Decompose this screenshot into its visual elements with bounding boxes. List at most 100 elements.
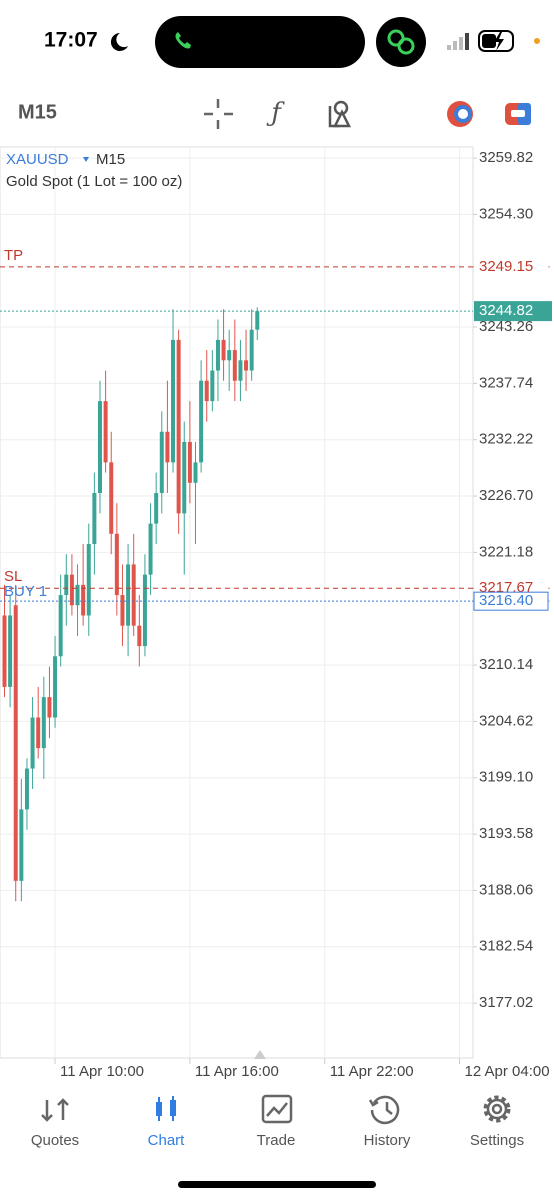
y-tick-label: 3237.74 [479, 374, 533, 391]
candle-body [210, 370, 215, 402]
candle-body [69, 574, 74, 606]
level-label-box [474, 257, 548, 276]
settings-icon [483, 1095, 511, 1123]
candle-body [13, 605, 18, 881]
crosshair-icon[interactable] [204, 99, 233, 129]
y-tick-label: 3259.82 [479, 149, 533, 166]
x-tick-label: 11 Apr 22:00 [330, 1063, 414, 1080]
candle-body [165, 431, 170, 463]
candle-body [154, 492, 159, 524]
candle-body [86, 544, 91, 616]
candle-body [19, 809, 24, 881]
trade-icon [261, 1094, 293, 1124]
y-tick-label: 3204.62 [479, 712, 533, 729]
candle-body [238, 360, 243, 381]
home-indicator [178, 1181, 376, 1188]
candle-body [81, 584, 86, 616]
moon-icon [110, 32, 128, 51]
candle-body [92, 492, 97, 545]
candle-body [47, 697, 52, 718]
candle-body [41, 697, 46, 749]
depth-icon[interactable] [505, 103, 531, 125]
tab-label[interactable]: Trade [257, 1132, 296, 1149]
candle-body [64, 574, 69, 596]
candle-body [215, 339, 220, 371]
objects-icon[interactable] [328, 100, 352, 128]
candle-body [221, 339, 226, 361]
y-tick-label: 3226.70 [479, 487, 533, 504]
plot [0, 266, 473, 902]
x-tick-label: 11 Apr 10:00 [60, 1063, 144, 1080]
link-icon [397, 37, 415, 55]
level-label: 3249.15 [479, 258, 533, 275]
symbol-dropdown[interactable] [83, 157, 89, 162]
signal-bar [453, 41, 457, 50]
candle-body [131, 564, 136, 626]
trade-toggle-icon[interactable] [447, 101, 473, 127]
last-price-box [474, 301, 552, 322]
level-name: SL [4, 568, 22, 585]
y-tick-label: 3254.30 [479, 205, 533, 222]
candle-body [2, 615, 7, 687]
indicators-icon[interactable]: ƒ [266, 98, 285, 128]
last-price-label: 3244.82 [479, 302, 533, 319]
history-icon [368, 1095, 400, 1125]
candle-body [103, 401, 108, 463]
tab-label[interactable]: Settings [470, 1132, 524, 1149]
candle-body [24, 768, 29, 810]
status-time: 17:07 [44, 29, 98, 52]
timeframe-button[interactable]: M15 [18, 101, 57, 123]
y-tick-label: 3188.06 [479, 881, 533, 898]
candle-body [53, 656, 58, 718]
chart-timeframe: M15 [96, 151, 125, 168]
chart-symbol[interactable]: XAUUSD [6, 151, 69, 168]
call-icon [175, 32, 191, 49]
candle-body [176, 339, 181, 514]
candle-body [120, 595, 125, 626]
candle-body [255, 311, 260, 330]
candle-body [97, 401, 102, 493]
tab-label[interactable]: History [364, 1132, 411, 1149]
x-tick-label: 11 Apr 16:00 [195, 1063, 279, 1080]
candle-body [187, 441, 192, 483]
candle-body [232, 350, 237, 381]
y-tick-label: 3182.54 [479, 938, 533, 955]
quotes-icon [41, 1098, 69, 1122]
candle-body [204, 380, 209, 402]
y-tick-label: 3193.58 [479, 825, 533, 842]
candle-body [30, 717, 35, 769]
plot-frame [0, 146, 474, 1059]
dynamic-island [155, 16, 365, 68]
candle-body [171, 339, 176, 463]
x-tick-label: 12 Apr 04:00 [465, 1063, 550, 1080]
candle-body [244, 360, 249, 371]
candle-body [75, 584, 80, 606]
level-label: 3216.40 [479, 592, 533, 609]
y-tick-label: 3210.14 [479, 656, 533, 673]
grid [0, 147, 473, 1058]
signal-bar [459, 37, 463, 50]
level-label-box [473, 591, 549, 611]
y-tick-label: 3243.26 [479, 318, 533, 335]
chart-icon [156, 1096, 176, 1121]
chart-description: Gold Spot (1 Lot = 100 oz) [6, 173, 182, 190]
candle-body [142, 574, 147, 647]
candle-body [114, 533, 119, 596]
candle-body [58, 595, 63, 657]
candle-body [193, 462, 198, 483]
y-tick-label: 3177.02 [479, 994, 533, 1011]
candle-body [36, 717, 41, 749]
candle-body [109, 462, 114, 534]
scroll-marker [254, 1050, 266, 1059]
y-tick-label: 3232.22 [479, 431, 533, 448]
signal-bar [465, 33, 469, 50]
candle-body [159, 431, 164, 493]
candle-body [199, 380, 204, 463]
tab-label[interactable]: Chart [148, 1132, 186, 1149]
tab-label[interactable]: Quotes [31, 1132, 79, 1149]
level-name: BUY 1 [4, 583, 47, 600]
tab-bar: Quotes Chart Trade History Settings [31, 1094, 524, 1149]
candle-body [137, 625, 142, 647]
